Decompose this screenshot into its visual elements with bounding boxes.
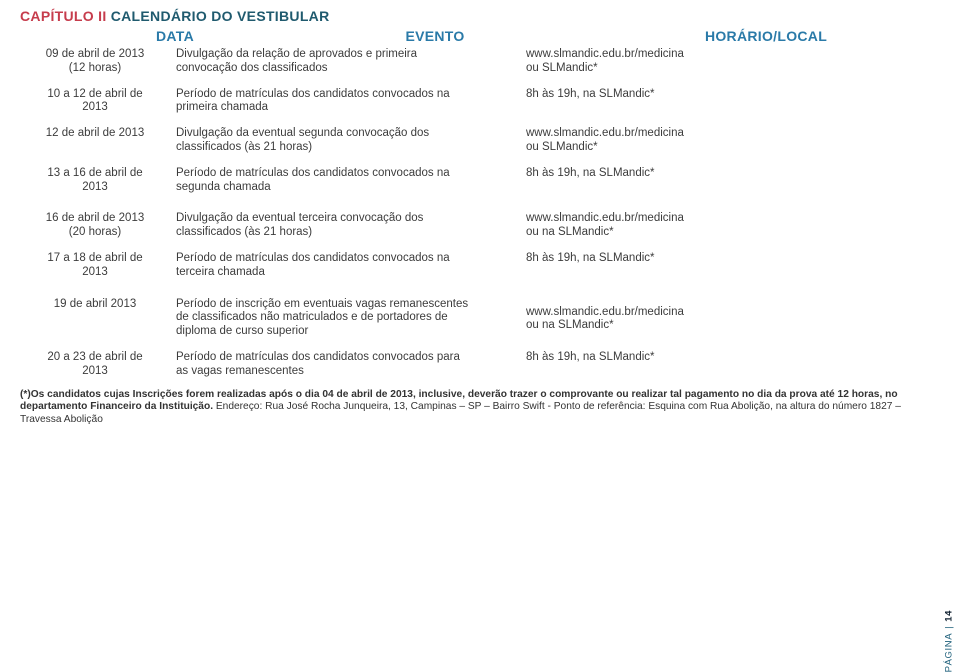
date-line: 20 a 23 de abril de [26, 351, 164, 365]
table-row: 19 de abril 2013 Período de inscrição em… [20, 298, 932, 339]
local-line: 8h às 19h, na SLMandic* [526, 167, 814, 181]
local-line: ou na SLMandic* [526, 226, 814, 240]
chapter-prefix: CAPÍTULO II [20, 8, 107, 24]
evento-line: segunda chamada [176, 181, 512, 195]
cell-date: 12 de abril de 2013 [20, 127, 170, 141]
cell-date: 09 de abril de 2013 (12 horas) [20, 48, 170, 76]
table-row: 13 a 16 de abril de 2013 Período de matr… [20, 167, 932, 195]
local-line: www.slmandic.edu.br/medicina [526, 48, 814, 62]
cell-date: 16 de abril de 2013 (20 horas) [20, 212, 170, 240]
cell-local: 8h às 19h, na SLMandic* [520, 252, 820, 266]
table-row: 09 de abril de 2013 (12 horas) Divulgaçã… [20, 48, 932, 76]
cell-evento: Período de matrículas dos candidatos con… [170, 167, 520, 195]
date-line: 17 a 18 de abril de [26, 252, 164, 266]
evento-line: Período de matrículas dos candidatos con… [176, 351, 512, 365]
evento-line: Período de matrículas dos candidatos con… [176, 252, 512, 266]
page-label-text: PÁGINA [943, 633, 954, 672]
evento-line: Período de matrículas dos candidatos con… [176, 88, 512, 102]
column-headers: DATA EVENTO HORÁRIO/LOCAL [20, 28, 932, 44]
cell-evento: Período de matrículas dos candidatos con… [170, 351, 520, 379]
cell-evento: Período de inscrição em eventuais vagas … [170, 298, 520, 339]
local-line: www.slmandic.edu.br/medicina [526, 212, 814, 226]
date-line: 19 de abril 2013 [26, 298, 164, 312]
date-line: 13 a 16 de abril de [26, 167, 164, 181]
evento-line: classificados (às 21 horas) [176, 226, 512, 240]
chapter-title: CAPÍTULO II CALENDÁRIO DO VESTIBULAR [20, 8, 932, 24]
evento-line: classificados (às 21 horas) [176, 141, 512, 155]
local-line: 8h às 19h, na SLMandic* [526, 252, 814, 266]
evento-line: diploma de curso superior [176, 325, 512, 339]
evento-line: as vagas remanescentes [176, 365, 512, 379]
table-row: 17 a 18 de abril de 2013 Período de matr… [20, 252, 932, 280]
date-line: 2013 [26, 101, 164, 115]
evento-line: Divulgação da relação de aprovados e pri… [176, 48, 512, 62]
cell-evento: Divulgação da eventual segunda convocaçã… [170, 127, 520, 155]
cell-local: www.slmandic.edu.br/medicina ou SLMandic… [520, 48, 820, 76]
evento-line: Divulgação da eventual segunda convocaçã… [176, 127, 512, 141]
date-line: 2013 [26, 266, 164, 280]
header-horario: HORÁRIO/LOCAL [600, 28, 932, 44]
evento-line: Período de inscrição em eventuais vagas … [176, 298, 512, 312]
date-line: 2013 [26, 365, 164, 379]
local-line: www.slmandic.edu.br/medicina [526, 306, 814, 320]
cell-local: 8h às 19h, na SLMandic* [520, 167, 820, 181]
date-line: 09 de abril de 2013 [26, 48, 164, 62]
table-row: 10 a 12 de abril de 2013 Período de matr… [20, 88, 932, 116]
date-line: (20 horas) [26, 226, 164, 240]
cell-date: 13 a 16 de abril de 2013 [20, 167, 170, 195]
cell-evento: Divulgação da eventual terceira convocaç… [170, 212, 520, 240]
local-line: ou SLMandic* [526, 141, 814, 155]
cell-local: 8h às 19h, na SLMandic* [520, 351, 820, 365]
evento-line: terceira chamada [176, 266, 512, 280]
table-row: 12 de abril de 2013 Divulgação da eventu… [20, 127, 932, 155]
date-line: 2013 [26, 181, 164, 195]
table-row: 16 de abril de 2013 (20 horas) Divulgaçã… [20, 212, 932, 240]
evento-line: de classificados não matriculados e de p… [176, 311, 512, 325]
evento-line: Divulgação da eventual terceira convocaç… [176, 212, 512, 226]
evento-line: convocação dos classificados [176, 62, 512, 76]
chapter-name: CALENDÁRIO DO VESTIBULAR [111, 8, 330, 24]
cell-evento: Divulgação da relação de aprovados e pri… [170, 48, 520, 76]
evento-line: primeira chamada [176, 101, 512, 115]
cell-evento: Período de matrículas dos candidatos con… [170, 88, 520, 116]
calendar-rows: 09 de abril de 2013 (12 horas) Divulgaçã… [20, 48, 932, 379]
table-row: 20 a 23 de abril de 2013 Período de matr… [20, 351, 932, 379]
evento-line: Período de matrículas dos candidatos con… [176, 167, 512, 181]
local-line: ou SLMandic* [526, 62, 814, 76]
cell-date: 19 de abril 2013 [20, 298, 170, 312]
page-number-label: PÁGINA | 14 [943, 610, 954, 672]
cell-date: 20 a 23 de abril de 2013 [20, 351, 170, 379]
cell-local: www.slmandic.edu.br/medicina ou na SLMan… [520, 298, 820, 334]
date-line: (12 horas) [26, 62, 164, 76]
local-line: 8h às 19h, na SLMandic* [526, 88, 814, 102]
page-number: 14 [943, 610, 954, 622]
header-data: DATA [80, 28, 270, 44]
cell-local: www.slmandic.edu.br/medicina ou SLMandic… [520, 127, 820, 155]
header-evento: EVENTO [270, 28, 600, 44]
cell-local: 8h às 19h, na SLMandic* [520, 88, 820, 102]
document-page: CAPÍTULO II CALENDÁRIO DO VESTIBULAR DAT… [0, 0, 960, 620]
cell-date: 17 a 18 de abril de 2013 [20, 252, 170, 280]
cell-evento: Período de matrículas dos candidatos con… [170, 252, 520, 280]
local-line: 8h às 19h, na SLMandic* [526, 351, 814, 365]
local-line: www.slmandic.edu.br/medicina [526, 127, 814, 141]
date-line: 16 de abril de 2013 [26, 212, 164, 226]
date-line: 12 de abril de 2013 [26, 127, 164, 141]
footnote: (*)Os candidatos cujas Inscrições forem … [20, 389, 920, 427]
local-line: ou na SLMandic* [526, 319, 814, 333]
cell-date: 10 a 12 de abril de 2013 [20, 88, 170, 116]
date-line: 10 a 12 de abril de [26, 88, 164, 102]
cell-local: www.slmandic.edu.br/medicina ou na SLMan… [520, 212, 820, 240]
